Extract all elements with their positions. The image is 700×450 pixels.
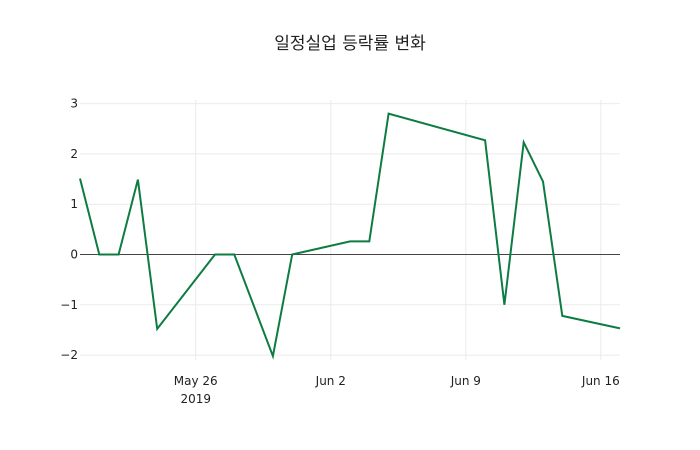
y-tick-label: 0 bbox=[70, 248, 78, 262]
x-axis-ticks: May 26 2019 Jun 2 Jun 9 Jun 16 bbox=[174, 374, 620, 406]
x-tick-year: 2019 bbox=[180, 392, 211, 406]
x-tick-label: May 26 bbox=[174, 374, 218, 388]
chart-title: 일정실업 등락률 변화 bbox=[274, 34, 426, 54]
y-tick-label: 2 bbox=[70, 147, 78, 161]
gridlines bbox=[80, 100, 620, 360]
y-axis-ticks: 3 2 1 0 −1 −2 bbox=[60, 97, 78, 363]
x-tick-label: Jun 16 bbox=[581, 374, 620, 388]
x-tick-label: Jun 2 bbox=[315, 374, 346, 388]
y-tick-label: 3 bbox=[70, 97, 78, 111]
y-tick-label: −2 bbox=[60, 348, 78, 362]
series-line bbox=[79, 112, 621, 360]
y-tick-label: −1 bbox=[60, 298, 78, 312]
y-tick-label: 1 bbox=[70, 197, 78, 211]
x-tick-label: Jun 9 bbox=[450, 374, 481, 388]
